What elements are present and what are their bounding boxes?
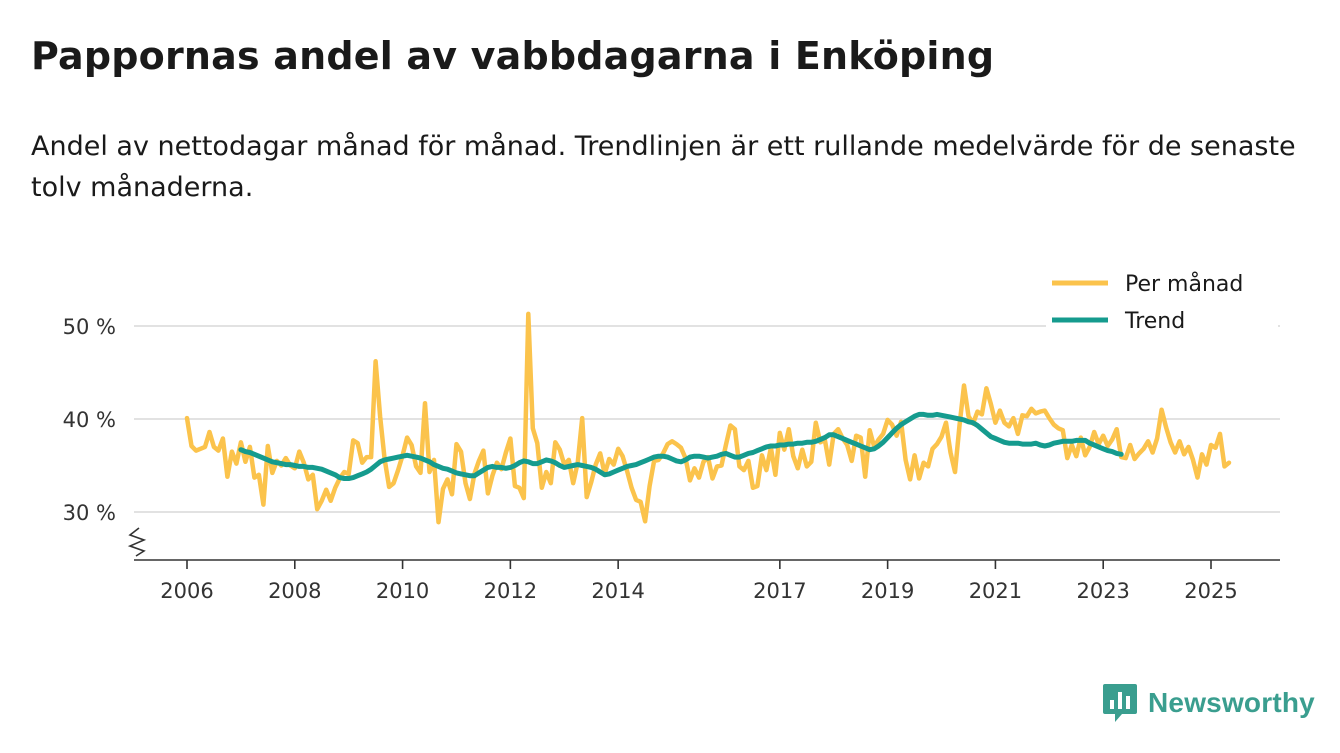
y-tick-label: 30 % bbox=[63, 501, 116, 525]
y-tick-label: 40 % bbox=[63, 408, 116, 432]
legend-label-trend: Trend bbox=[1124, 309, 1185, 334]
series-line-per-manad bbox=[184, 311, 1232, 525]
x-tick-label: 2012 bbox=[484, 579, 537, 603]
y-tick-label: 50 % bbox=[63, 315, 116, 339]
chart-subtitle: Andel av nettodagar månad för månad. Tre… bbox=[31, 131, 1296, 203]
x-tick-label: 2006 bbox=[160, 579, 213, 603]
series-line-trend bbox=[238, 411, 1124, 481]
newsworthy-logo-icon bbox=[1103, 684, 1137, 722]
legend-label-monthly: Per månad bbox=[1125, 271, 1243, 297]
axis-break-icon bbox=[127, 527, 147, 557]
x-tick-label: 2008 bbox=[268, 579, 321, 603]
newsworthy-logo: Newsworthy bbox=[1102, 683, 1315, 723]
x-tick-label: 2025 bbox=[1184, 579, 1237, 603]
x-tick-label: 2019 bbox=[861, 579, 914, 603]
x-tick-label: 2023 bbox=[1076, 579, 1129, 603]
x-tick-label: 2021 bbox=[969, 579, 1022, 603]
legend-background bbox=[1046, 262, 1278, 344]
brand-name: Newsworthy bbox=[1148, 687, 1315, 718]
x-tick-label: 2017 bbox=[753, 579, 806, 603]
x-tick-label: 2014 bbox=[591, 579, 644, 603]
x-tick-label: 2010 bbox=[376, 579, 429, 603]
chart-title: Pappornas andel av vabbdagarna i Enköpin… bbox=[31, 34, 995, 78]
